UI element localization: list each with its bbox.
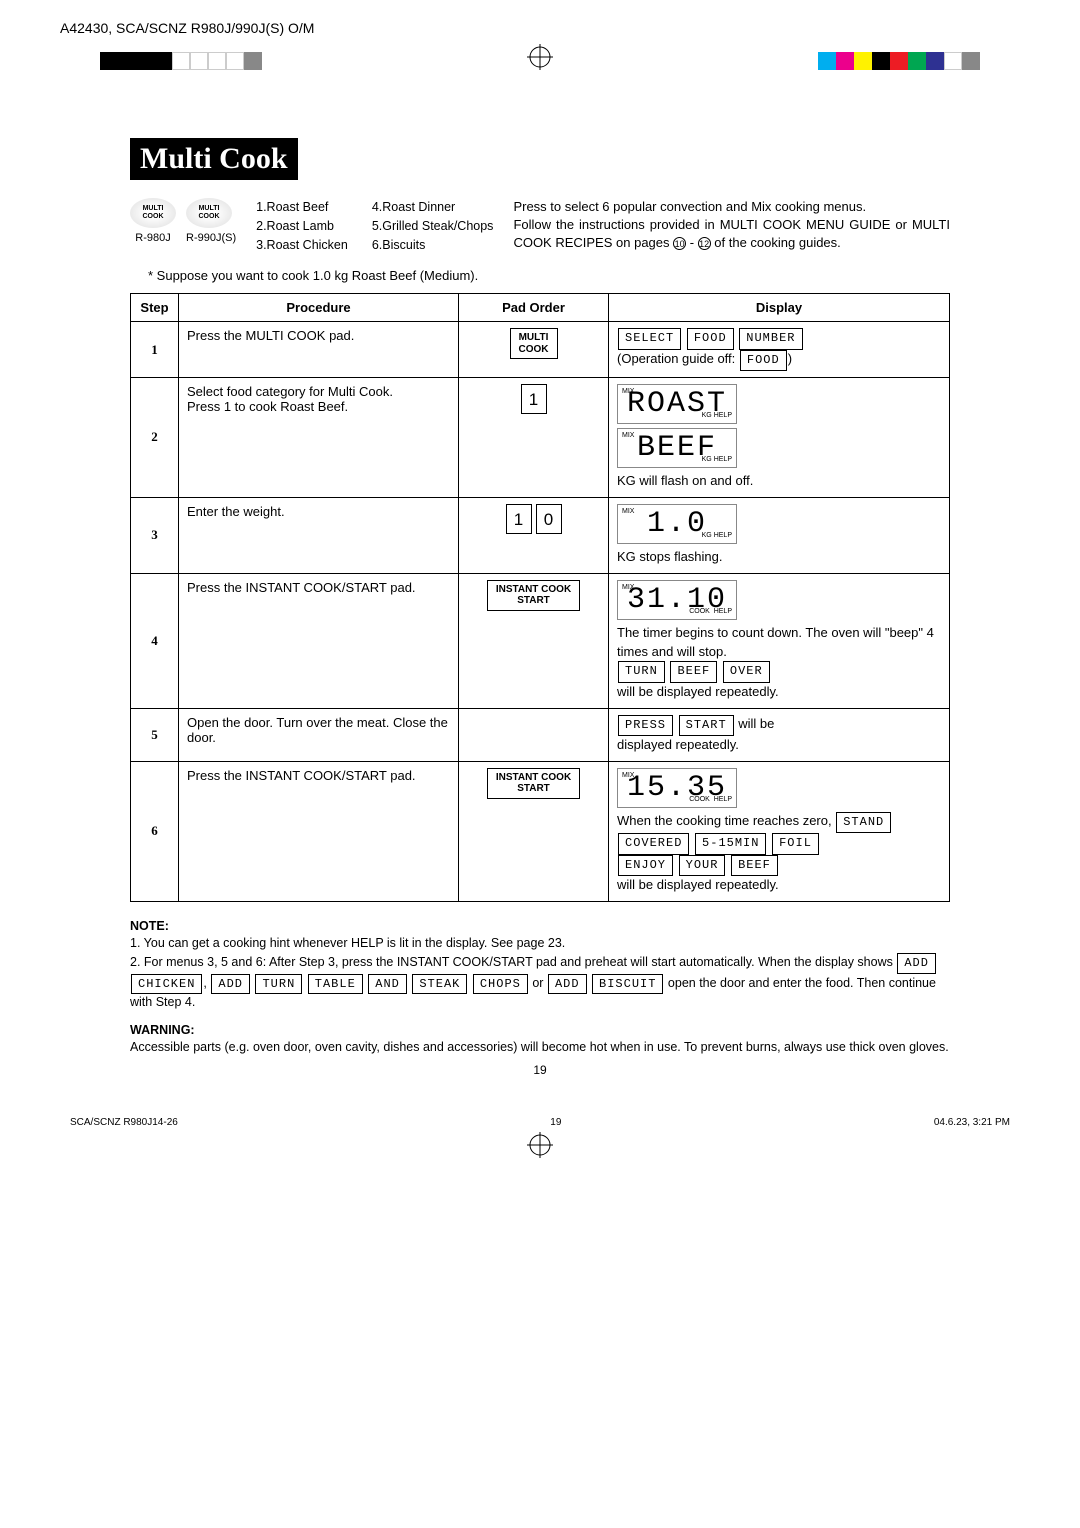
procedure-cell: Press the INSTANT COOK/START pad. xyxy=(179,573,459,708)
step-number: 5 xyxy=(131,708,179,761)
th-pad-order: Pad Order xyxy=(459,294,609,322)
step-number: 1 xyxy=(131,322,179,378)
step-number: 2 xyxy=(131,378,179,498)
procedure-cell: Enter the weight. xyxy=(179,497,459,573)
procedure-cell: Open the door. Turn over the meat. Close… xyxy=(179,708,459,761)
pad-order-cell: MULTICOOK xyxy=(459,322,609,378)
pad-order-cell: INSTANT COOKSTART xyxy=(459,761,609,901)
pad-order-cell xyxy=(459,708,609,761)
step-number: 6 xyxy=(131,761,179,901)
step-number: 3 xyxy=(131,497,179,573)
notes-section: NOTE: 1. You can get a cooking hint when… xyxy=(130,918,950,1057)
display-cell: MIX15.35COOK HELPWhen the cooking time r… xyxy=(609,761,950,901)
pad-order-cell: INSTANT COOKSTART xyxy=(459,573,609,708)
th-display: Display xyxy=(609,294,950,322)
procedure-cell: Select food category for Multi Cook.Pres… xyxy=(179,378,459,498)
procedure-cell: Press the MULTI COOK pad. xyxy=(179,322,459,378)
display-cell: SELECT FOOD NUMBER(Operation guide off: … xyxy=(609,322,950,378)
display-cell: MIXROASTKG HELPMIXBEEFKG HELPKG will fla… xyxy=(609,378,950,498)
menu-list: 1.Roast Beef2.Roast Lamb3.Roast Chicken … xyxy=(256,198,493,254)
th-step: Step xyxy=(131,294,179,322)
example-line: * Suppose you want to cook 1.0 kg Roast … xyxy=(148,268,950,283)
step-number: 4 xyxy=(131,573,179,708)
pad-order-cell: 1 xyxy=(459,378,609,498)
multi-cook-pad-icon: MULTICOOK xyxy=(130,198,176,228)
section-title: Multi Cook xyxy=(130,138,298,180)
display-cell: MIX1.0KG HELPKG stops flashing. xyxy=(609,497,950,573)
th-procedure: Procedure xyxy=(179,294,459,322)
registration-bar xyxy=(60,44,1020,78)
procedure-cell: Press the INSTANT COOK/START pad. xyxy=(179,761,459,901)
footer-reg xyxy=(60,1132,1020,1163)
pad-order-cell: 10 xyxy=(459,497,609,573)
intro-text: Press to select 6 popular convection and… xyxy=(513,198,950,254)
doc-header: A42430, SCA/SCNZ R980J/990J(S) O/M xyxy=(60,20,1020,36)
pad-illustration: MULTICOOKR-980J MULTICOOKR-990J(S) xyxy=(130,198,236,254)
display-cell: MIX31.10COOK HELPThe timer begins to cou… xyxy=(609,573,950,708)
steps-table: Step Procedure Pad Order Display 1 Press… xyxy=(130,293,950,902)
page-number: 19 xyxy=(130,1063,950,1077)
multi-cook-pad-icon: MULTICOOK xyxy=(186,198,232,228)
display-cell: PRESS START will bedisplayed repeatedly. xyxy=(609,708,950,761)
footer: SCA/SCNZ R980J14-261904.6.23, 3:21 PM xyxy=(60,1117,1020,1128)
